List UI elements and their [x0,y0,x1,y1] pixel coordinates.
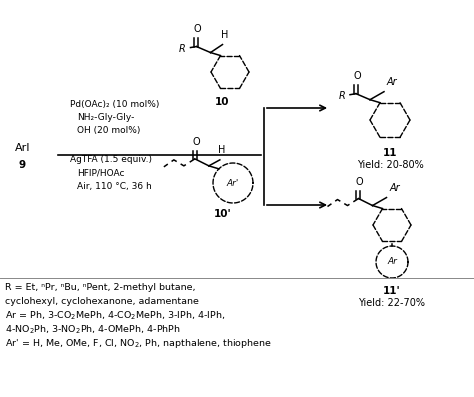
Text: NH₂-Gly-Gly-: NH₂-Gly-Gly- [77,114,134,123]
Text: 9: 9 [19,160,26,170]
Text: AgTFA (1.5 equiv.): AgTFA (1.5 equiv.) [70,156,152,164]
Text: Ar: Ar [387,258,397,266]
Text: Yield: 22-70%: Yield: 22-70% [358,298,426,308]
Text: O: O [356,177,363,187]
Text: HFIP/HOAc: HFIP/HOAc [77,168,125,177]
Text: Yield: 20-80%: Yield: 20-80% [356,160,423,170]
Text: 11': 11' [383,286,401,296]
Text: R: R [338,91,346,101]
Text: Ar' = H, Me, OMe, F, Cl, NO$_2$, Ph, napthalene, thiophene: Ar' = H, Me, OMe, F, Cl, NO$_2$, Ph, nap… [5,337,272,351]
Text: OH (20 mol%): OH (20 mol%) [77,127,140,135]
Text: O: O [353,71,361,81]
Text: 10': 10' [214,209,232,219]
Text: R = Et, ⁿPr, ⁿBu, ⁿPent, 2-methyl butane,: R = Et, ⁿPr, ⁿBu, ⁿPent, 2-methyl butane… [5,283,195,293]
Text: Pd(OAc)₂ (10 mol%): Pd(OAc)₂ (10 mol%) [70,100,159,110]
Text: Ar: Ar [389,183,400,193]
Text: Ar: Ar [387,77,397,87]
Text: cyclohexyl, cyclohexanone, adamentane: cyclohexyl, cyclohexanone, adamentane [5,297,199,306]
Text: H: H [221,29,228,40]
Text: R: R [179,44,186,54]
Text: 10: 10 [215,97,229,107]
Text: O: O [192,137,200,147]
Text: Ar': Ar' [227,179,239,187]
Text: O: O [194,23,201,33]
Text: ArI: ArI [15,143,30,153]
Text: H: H [218,145,226,155]
Text: 11: 11 [383,148,397,158]
Text: Air, 110 °C, 36 h: Air, 110 °C, 36 h [77,181,152,191]
Text: Ar = Ph, 3-CO$_2$MePh, 4-CO$_2$MePh, 3-IPh, 4-IPh,: Ar = Ph, 3-CO$_2$MePh, 4-CO$_2$MePh, 3-I… [5,310,225,322]
Text: 4-NO$_2$Ph, 3-NO$_2$Ph, 4-OMePh, 4-PhPh: 4-NO$_2$Ph, 3-NO$_2$Ph, 4-OMePh, 4-PhPh [5,324,181,336]
